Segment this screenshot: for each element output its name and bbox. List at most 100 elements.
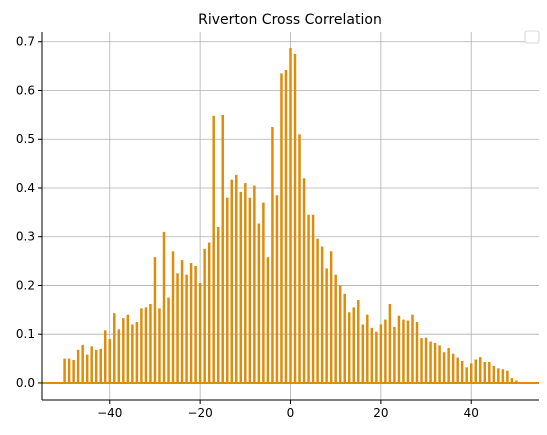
bar — [361, 324, 365, 383]
bar — [411, 314, 414, 383]
bar — [230, 179, 234, 383]
x-tick-label: 0 — [287, 406, 295, 420]
bar — [94, 349, 98, 383]
bar — [149, 303, 152, 383]
bar — [198, 283, 202, 383]
bar — [280, 73, 283, 383]
bar — [402, 319, 405, 383]
bar — [357, 300, 360, 383]
bar — [122, 318, 125, 383]
bar — [153, 257, 157, 383]
bar — [311, 214, 315, 383]
bar — [221, 114, 224, 383]
bar — [307, 214, 310, 383]
bar — [424, 337, 428, 383]
bar — [347, 312, 351, 383]
y-tick-label: 0.4 — [16, 181, 35, 195]
bar — [397, 315, 401, 383]
bar — [167, 297, 170, 383]
bar — [406, 320, 410, 383]
bar — [185, 274, 188, 383]
bar — [144, 307, 148, 383]
bar — [375, 331, 378, 383]
bar — [479, 357, 482, 383]
x-tick-label: 20 — [373, 406, 388, 420]
bar — [216, 226, 220, 383]
bar — [456, 357, 459, 383]
bar — [244, 183, 247, 383]
bar — [316, 238, 319, 383]
bar — [325, 268, 328, 383]
bar — [81, 344, 84, 383]
bar — [194, 265, 197, 383]
bar — [126, 314, 130, 383]
bar — [85, 354, 89, 383]
bar — [117, 329, 121, 383]
x-tick-label: −40 — [97, 406, 122, 420]
x-axis-ticks: −40 −20 0 20 40 — [97, 400, 479, 420]
bar — [483, 361, 487, 383]
bar — [158, 308, 161, 383]
bar — [492, 365, 496, 383]
bar — [320, 246, 324, 383]
bar — [343, 293, 346, 383]
bar — [140, 308, 143, 383]
bar — [352, 307, 355, 383]
bar — [104, 330, 107, 383]
bar — [302, 178, 306, 383]
bar — [162, 231, 166, 383]
bar — [438, 345, 441, 383]
bar — [63, 358, 66, 383]
y-tick-label: 0.2 — [16, 278, 35, 292]
bar — [474, 359, 477, 383]
bar — [207, 242, 211, 383]
bar — [393, 326, 396, 383]
legend-box — [524, 30, 540, 44]
bar — [415, 322, 419, 383]
bar — [76, 349, 80, 383]
bar — [451, 353, 455, 383]
bar — [465, 367, 468, 383]
chart-title: Riverton Cross Correlation — [198, 12, 382, 28]
bar — [497, 368, 500, 383]
bar — [99, 348, 102, 383]
y-tick-label: 0.1 — [16, 327, 35, 341]
bar — [90, 346, 93, 383]
bar — [370, 327, 374, 383]
bar — [266, 257, 270, 383]
bar — [366, 314, 369, 383]
bar — [72, 360, 75, 383]
y-tick-label: 0.5 — [16, 132, 35, 146]
bar — [433, 342, 437, 383]
bar — [248, 197, 252, 383]
x-tick-label: 40 — [464, 406, 479, 420]
y-axis-ticks: 0.0 0.1 0.2 0.3 0.4 0.5 0.6 0.7 — [16, 35, 42, 390]
bar — [488, 361, 491, 383]
bar — [469, 363, 473, 383]
bar — [298, 134, 301, 383]
bar — [379, 324, 383, 383]
bar — [239, 191, 243, 383]
bar — [203, 248, 206, 383]
bar — [253, 185, 256, 383]
bar — [226, 197, 229, 383]
y-tick-label: 0.7 — [16, 35, 35, 49]
bar — [388, 303, 392, 383]
x-tick-label: −20 — [187, 406, 212, 420]
bar — [262, 202, 265, 383]
bar — [212, 115, 215, 383]
bar — [131, 324, 134, 383]
bar — [429, 341, 432, 383]
bar — [329, 251, 333, 383]
bar — [506, 370, 509, 383]
bar — [501, 369, 505, 383]
bar — [442, 352, 446, 383]
bar — [135, 322, 139, 383]
bar — [275, 195, 279, 383]
bar — [515, 380, 518, 383]
bar — [176, 273, 179, 383]
bar — [284, 70, 288, 383]
bar — [289, 48, 292, 383]
bar — [510, 378, 514, 383]
bar — [180, 260, 184, 383]
